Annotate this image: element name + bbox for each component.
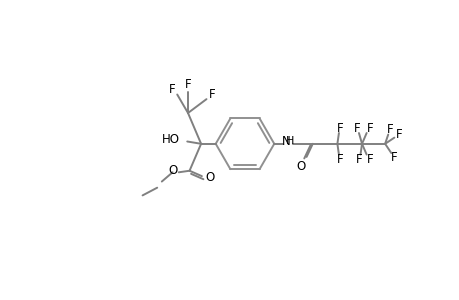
Text: F: F: [395, 128, 402, 141]
Text: F: F: [336, 153, 343, 166]
Text: HO: HO: [161, 133, 179, 146]
Text: N: N: [281, 135, 290, 148]
Text: F: F: [336, 122, 343, 135]
Text: F: F: [169, 83, 175, 96]
Text: F: F: [185, 78, 191, 91]
Text: F: F: [353, 122, 360, 135]
Text: O: O: [205, 171, 214, 184]
Text: O: O: [296, 160, 305, 172]
Text: F: F: [366, 153, 372, 166]
Text: F: F: [390, 151, 397, 164]
Text: F: F: [366, 122, 372, 135]
Text: H: H: [285, 136, 293, 146]
Text: F: F: [386, 123, 392, 136]
Text: O: O: [168, 164, 177, 177]
Text: F: F: [355, 153, 362, 166]
Text: F: F: [209, 88, 215, 101]
